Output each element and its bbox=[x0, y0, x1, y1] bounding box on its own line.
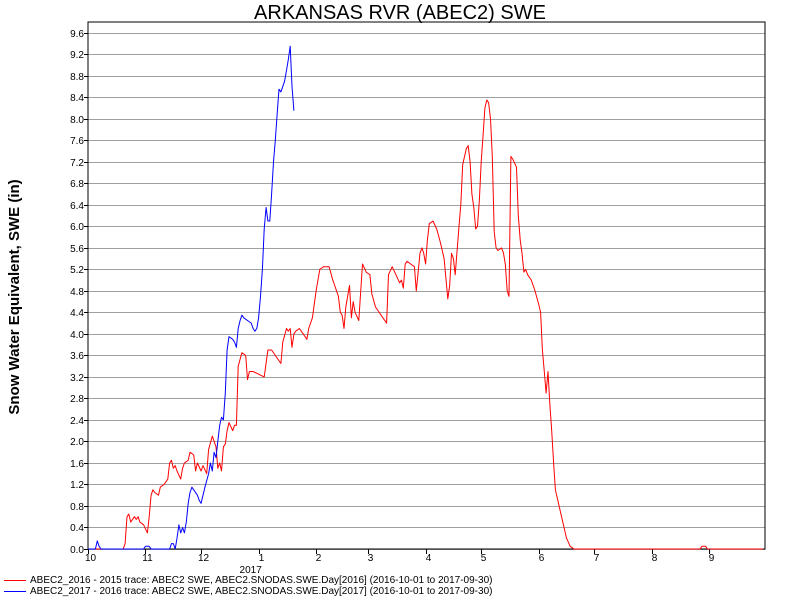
legend-item: ABEC2_2016 - 2015 trace: ABEC2 SWE, ABEC… bbox=[4, 575, 492, 586]
x-tick-label: 3 bbox=[368, 553, 374, 564]
y-tick-label: 2.4 bbox=[70, 416, 84, 427]
y-tick-label: 8.4 bbox=[70, 93, 84, 104]
y-tick-label: 6.0 bbox=[70, 222, 84, 233]
legend: ABEC2_2016 - 2015 trace: ABEC2 SWE, ABEC… bbox=[4, 575, 492, 597]
x-tick-label: 8 bbox=[652, 553, 658, 564]
x-tick-label: 7 bbox=[594, 553, 600, 564]
grid-lines bbox=[88, 33, 765, 550]
y-tick-label: 1.2 bbox=[70, 480, 84, 491]
x-year-label: 2017 bbox=[240, 565, 263, 576]
legend-swatch bbox=[4, 591, 26, 592]
y-tick-label: 7.6 bbox=[70, 136, 84, 147]
y-tick-label: 9.6 bbox=[70, 29, 84, 40]
y-tick-label: 2.0 bbox=[70, 437, 84, 448]
legend-label: ABEC2_2016 - 2015 trace: ABEC2 SWE, ABEC… bbox=[30, 575, 493, 586]
y-tick-label: 4.4 bbox=[70, 308, 84, 319]
plot-frame bbox=[87, 21, 766, 550]
y-tick-label: 2.8 bbox=[70, 394, 84, 405]
y-tick-label: 0.0 bbox=[70, 545, 84, 556]
y-tick-label: 7.2 bbox=[70, 158, 84, 169]
y-axis-label: Snow Water Equivalent, SWE (in) bbox=[6, 179, 23, 414]
legend-item: ABEC2_2017 - 2016 trace: ABEC2 SWE, ABEC… bbox=[4, 586, 492, 597]
x-tick-label: 10 bbox=[85, 553, 97, 564]
x-tick-label: 12 bbox=[198, 553, 210, 564]
legend-label: ABEC2_2017 - 2016 trace: ABEC2 SWE, ABEC… bbox=[30, 586, 493, 597]
data-series bbox=[88, 45, 764, 550]
y-tick-label: 6.8 bbox=[70, 179, 84, 190]
y-tick-label: 5.2 bbox=[70, 265, 84, 276]
y-tick-label: 6.4 bbox=[70, 201, 84, 212]
x-tick-label: 11 bbox=[142, 553, 153, 564]
legend-swatch bbox=[4, 580, 26, 581]
y-tick-label: 8.0 bbox=[70, 115, 84, 126]
y-tick-label: 4.0 bbox=[70, 330, 84, 341]
y-tick-label: 5.6 bbox=[70, 244, 84, 255]
y-tick-label: 3.6 bbox=[70, 351, 84, 362]
axes: 0.0 0.4 0.8 1.2 1.6 2.0 2.4 2.8 3.2 3.6 4.0 4.4 4.8 5… bbox=[70, 21, 766, 576]
chart-title: ARKANSAS RVR (ABEC2) SWE bbox=[254, 2, 546, 24]
y-tick-label: 0.8 bbox=[70, 502, 84, 513]
y-tick-label: 0.4 bbox=[70, 523, 84, 534]
series-line-0 bbox=[88, 99, 764, 550]
series-line-1 bbox=[88, 45, 295, 550]
y-tick-label: 3.2 bbox=[70, 373, 84, 384]
y-tick-label: 8.8 bbox=[70, 72, 84, 83]
x-tick-label: 9 bbox=[709, 553, 715, 564]
x-tick-label: 4 bbox=[426, 553, 432, 564]
x-tick-label: 6 bbox=[539, 553, 545, 564]
x-tick-label: 5 bbox=[481, 553, 487, 564]
x-tick-label: 1 bbox=[259, 553, 265, 564]
y-tick-label: 4.8 bbox=[70, 287, 84, 298]
y-tick-label: 9.2 bbox=[70, 50, 84, 61]
y-tick-label: 1.6 bbox=[70, 459, 84, 470]
x-tick-label: 2 bbox=[316, 553, 322, 564]
